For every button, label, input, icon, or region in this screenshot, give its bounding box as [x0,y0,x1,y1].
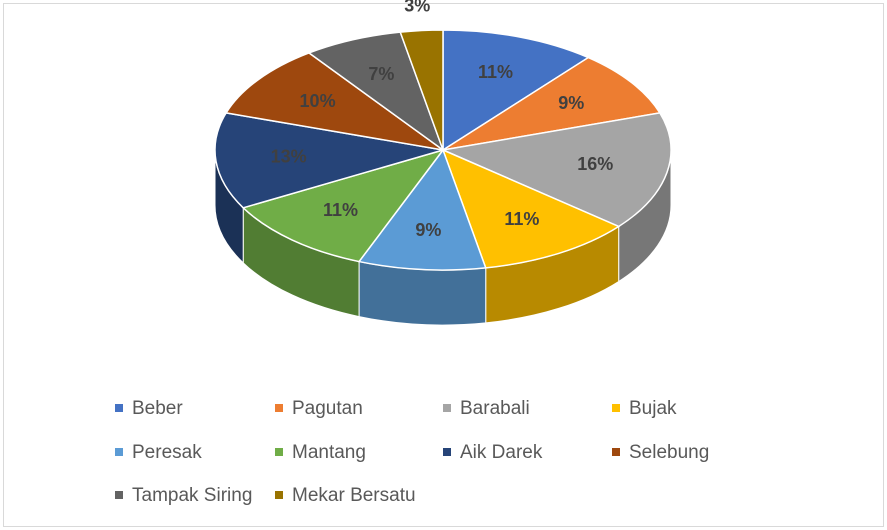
data-label: 9% [558,93,584,113]
data-label: 11% [323,200,358,220]
legend-swatch [612,404,620,412]
slice [241,148,445,263]
legend-label: Selebung [629,442,709,463]
legend-label: Pagutan [292,398,363,419]
legend-swatch [275,448,283,456]
legend-swatch [443,448,451,456]
data-label: 13% [271,146,307,166]
slice [442,29,590,152]
slice [440,112,672,228]
legend-label: Barabali [460,398,530,419]
slice [399,29,444,151]
slice [357,148,487,271]
slice [214,112,444,209]
data-label: 11% [504,209,539,229]
data-label: 11% [478,62,513,82]
legend-label: Mantang [292,442,366,463]
data-label: 3% [404,0,430,15]
legend-label: Beber [132,398,183,419]
data-label: 7% [368,64,394,84]
legend-swatch [275,491,283,499]
data-label: 10% [300,91,336,111]
legend-label: Bujak [629,398,677,419]
slice [224,52,444,151]
legend-swatch [443,404,451,412]
legend-swatch [115,404,123,412]
legend-swatch [115,448,123,456]
legend-swatch [612,448,620,456]
slice [442,56,662,151]
legend-label: Aik Darek [460,442,543,463]
legend-label: Tampak Siring [132,485,252,506]
slice [441,148,621,269]
data-label: 9% [415,220,441,240]
legend-label: Mekar Bersatu [292,485,416,506]
data-label: 16% [577,154,613,174]
legend-swatch [115,491,123,499]
slice-side [358,260,487,326]
legend-swatch [275,404,283,412]
legend-label: Peresak [132,442,202,463]
